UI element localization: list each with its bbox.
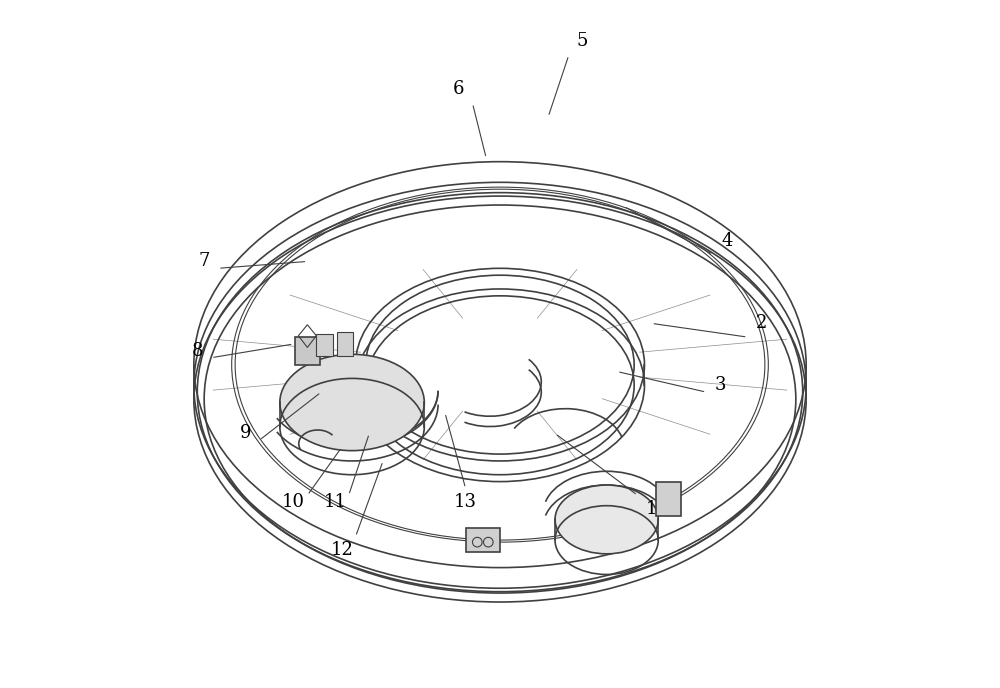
Text: 1: 1 <box>646 500 657 518</box>
FancyBboxPatch shape <box>466 528 500 552</box>
Text: 8: 8 <box>192 342 203 360</box>
Ellipse shape <box>280 354 424 451</box>
Text: 13: 13 <box>454 493 477 511</box>
Text: 12: 12 <box>330 541 353 559</box>
FancyBboxPatch shape <box>316 334 333 356</box>
FancyBboxPatch shape <box>295 337 320 365</box>
Text: 2: 2 <box>756 314 767 332</box>
Text: 10: 10 <box>282 493 305 511</box>
Ellipse shape <box>555 485 658 554</box>
FancyBboxPatch shape <box>656 482 681 516</box>
Text: 7: 7 <box>198 252 210 270</box>
Text: 6: 6 <box>453 80 464 98</box>
Text: 3: 3 <box>714 376 726 394</box>
Text: 9: 9 <box>240 424 251 442</box>
Text: 11: 11 <box>323 493 346 511</box>
Text: 4: 4 <box>721 232 733 250</box>
FancyBboxPatch shape <box>337 332 353 356</box>
Text: 5: 5 <box>577 32 588 50</box>
